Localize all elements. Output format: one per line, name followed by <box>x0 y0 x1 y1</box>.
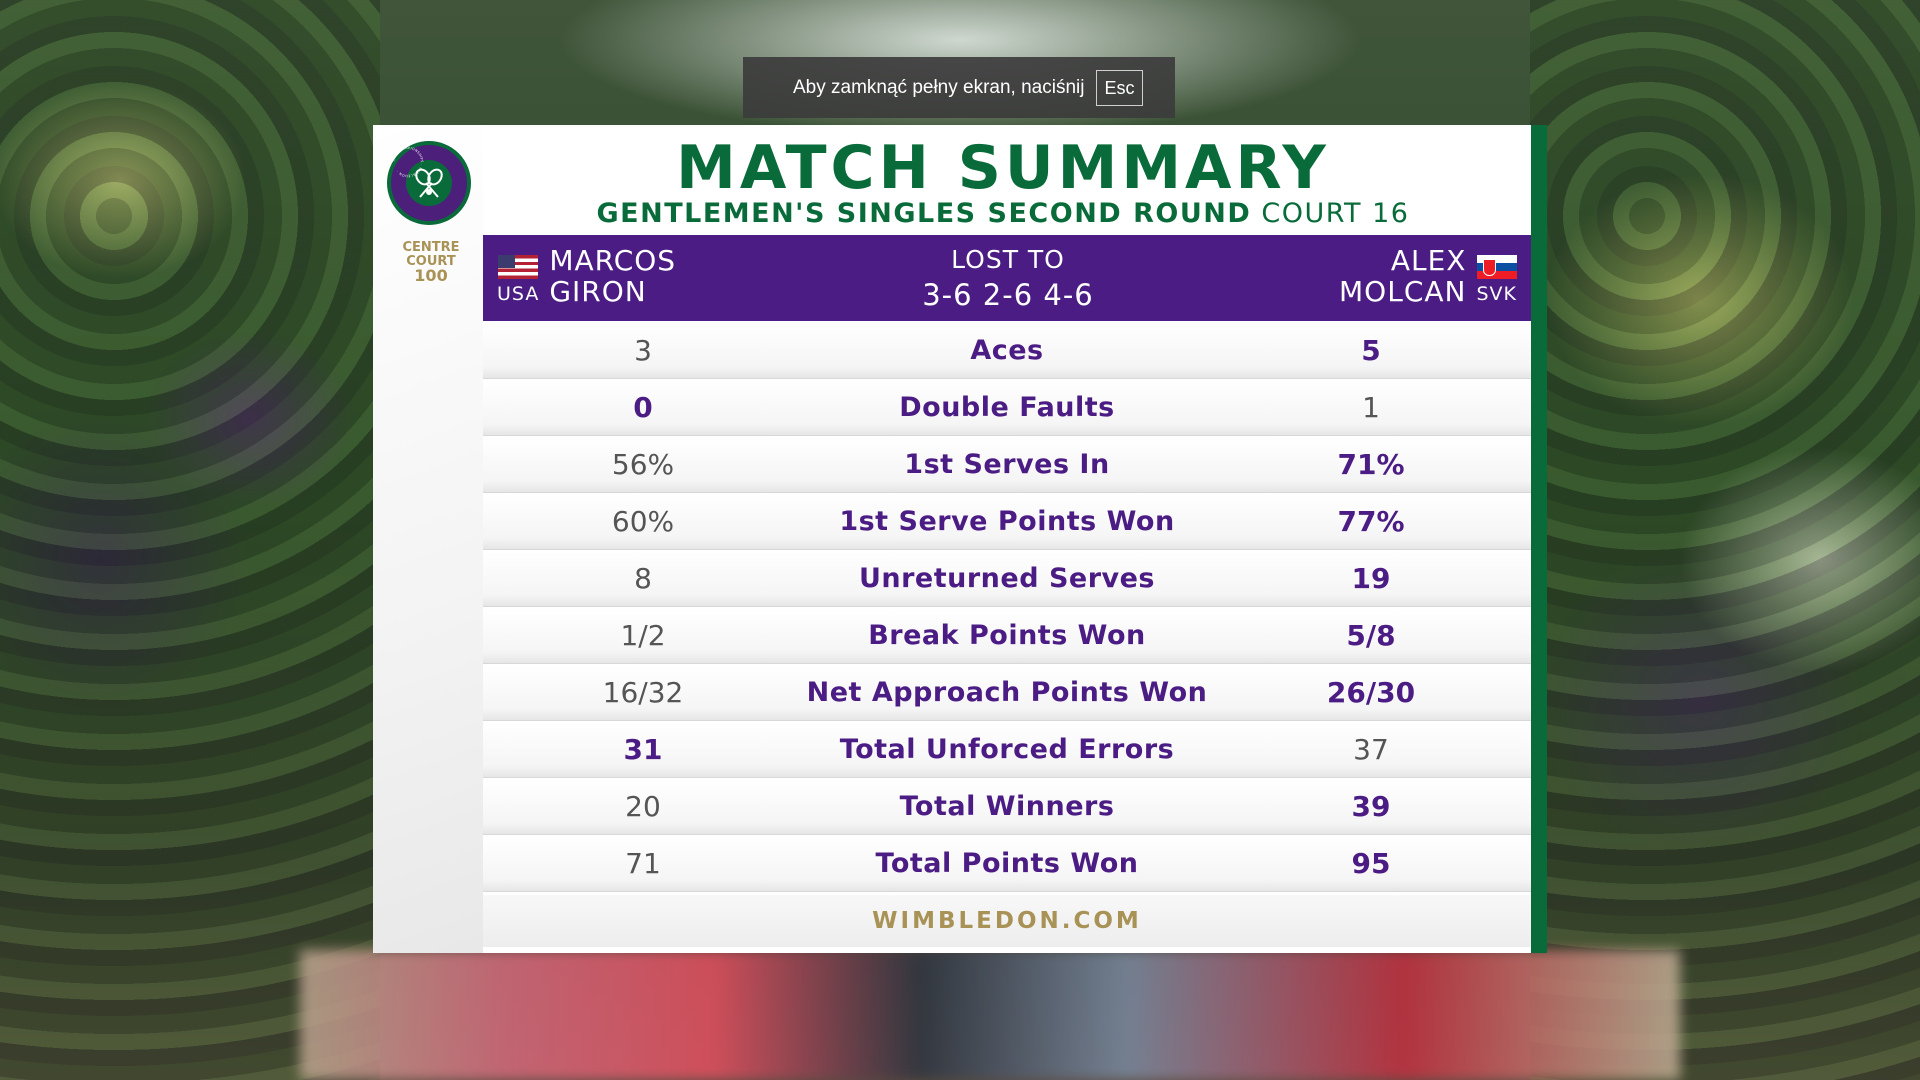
stat-right-value: 77% <box>1337 505 1405 538</box>
stat-left-value: 60% <box>611 505 675 538</box>
stat-right-value: 5 <box>1361 334 1381 367</box>
stat-right-value: 71% <box>1337 448 1405 481</box>
round-name: GENTLEMEN'S SINGLES SECOND ROUND <box>596 198 1252 229</box>
stat-left-value: 16/32 <box>602 676 684 709</box>
player-right: ALEX MOLCAN SVK <box>1339 245 1517 307</box>
court-name: COURT 16 <box>1261 198 1410 229</box>
stat-label: Total Winners <box>899 791 1115 822</box>
stat-label: Net Approach Points Won <box>806 677 1208 708</box>
centre-court-number: 100 <box>414 266 448 285</box>
stat-label: Break Points Won <box>868 620 1146 651</box>
stat-row: 71 Total Points Won 95 <box>483 836 1531 891</box>
stat-label: Double Faults <box>899 392 1115 423</box>
stat-row: 56% 1st Serves In 71% <box>483 437 1531 492</box>
background-crowd <box>300 950 1680 1080</box>
footer-website: WIMBLEDON.COM <box>483 895 1531 947</box>
centre-court-100-logo: CENTRE COURT 100 <box>391 240 471 285</box>
centre-court-line1: CENTRE <box>402 240 460 255</box>
page-title: MATCH SUMMARY <box>676 133 1330 203</box>
stat-left-value: 8 <box>634 562 652 595</box>
usa-flag-icon <box>498 255 539 279</box>
stat-right-value: 37 <box>1353 733 1389 766</box>
branding-rail <box>373 125 483 953</box>
svg-text:THE CHAMPIONSHIPS · WIMBLEDON: THE CHAMPIONSHIPS · WIMBLEDON · <box>392 146 424 178</box>
stat-row: 3 Aces 5 <box>483 323 1531 378</box>
player-left-last-name: GIRON <box>549 275 647 308</box>
stat-right-value: 1 <box>1362 391 1380 424</box>
crossed-rackets-icon <box>406 160 452 206</box>
card-green-edge <box>1531 125 1547 953</box>
stat-right-value: 95 <box>1351 847 1391 880</box>
stat-row: 0 Double Faults 1 <box>483 380 1531 435</box>
centre-court-line2: COURT <box>406 254 456 269</box>
stat-right-value: 26/30 <box>1326 676 1416 709</box>
background-foliage-left <box>0 0 380 1080</box>
stat-right-value: 39 <box>1351 790 1391 823</box>
players-header: USA MARCOS GIRON LOST TO 3-6 2-6 4-6 ALE… <box>483 235 1531 321</box>
stat-row: 16/32 Net Approach Points Won 26/30 <box>483 665 1531 720</box>
stats-table: 3 Aces 5 0 Double Faults 1 56% 1st Serve… <box>483 323 1531 893</box>
stat-label: 1st Serve Points Won <box>839 506 1175 537</box>
stat-right-value: 19 <box>1351 562 1391 595</box>
result-label: LOST TO <box>951 245 1065 274</box>
player-left-first-name: MARCOS <box>549 244 677 277</box>
stat-left-value: 31 <box>623 733 663 766</box>
match-result: LOST TO 3-6 2-6 4-6 <box>813 245 1203 312</box>
stat-label: Total Unforced Errors <box>839 734 1175 765</box>
stat-left-value: 1/2 <box>620 619 666 652</box>
stat-row: 8 Unreturned Serves 19 <box>483 551 1531 606</box>
stat-left-value: 0 <box>633 391 653 424</box>
player-right-first-name: ALEX <box>1390 244 1467 277</box>
fullscreen-exit-notice: Aby zamknąć pełny ekran, naciśnij Esc <box>743 57 1175 118</box>
match-subtitle: GENTLEMEN'S SINGLES SECOND ROUND COURT 1… <box>493 198 1513 229</box>
stat-left-value: 71 <box>625 847 661 880</box>
stat-label: 1st Serves In <box>904 449 1110 480</box>
fullscreen-notice-text: Aby zamknąć pełny ekran, naciśnij <box>793 76 1085 98</box>
match-summary-card: THE CHAMPIONSHIPS · WIMBLEDON · CENTRE C… <box>373 125 1547 953</box>
stat-left-value: 56% <box>611 448 675 481</box>
stat-row: 1/2 Break Points Won 5/8 <box>483 608 1531 663</box>
stat-label: Aces <box>970 335 1044 366</box>
player-left-country: USA <box>497 283 540 305</box>
stat-label: Total Points Won <box>875 848 1139 879</box>
slovakia-flag-icon <box>1476 255 1517 279</box>
stat-left-value: 20 <box>625 790 661 823</box>
stat-left-value: 3 <box>634 334 652 367</box>
match-score: 3-6 2-6 4-6 <box>922 278 1094 312</box>
player-right-country: SVK <box>1476 283 1517 305</box>
esc-key-hint: Esc <box>1096 69 1143 106</box>
stat-right-value: 5/8 <box>1346 619 1396 652</box>
background-foliage-right <box>1530 0 1920 1080</box>
wimbledon-logo-icon: THE CHAMPIONSHIPS · WIMBLEDON · <box>387 141 471 225</box>
logo-ring-text: THE CHAMPIONSHIPS · WIMBLEDON · <box>392 146 424 178</box>
stat-row: 20 Total Winners 39 <box>483 779 1531 834</box>
player-left: USA MARCOS GIRON <box>497 245 676 307</box>
player-right-last-name: MOLCAN <box>1339 275 1467 308</box>
stat-row: 60% 1st Serve Points Won 77% <box>483 494 1531 549</box>
stat-label: Unreturned Serves <box>858 563 1156 594</box>
stat-row: 31 Total Unforced Errors 37 <box>483 722 1531 777</box>
